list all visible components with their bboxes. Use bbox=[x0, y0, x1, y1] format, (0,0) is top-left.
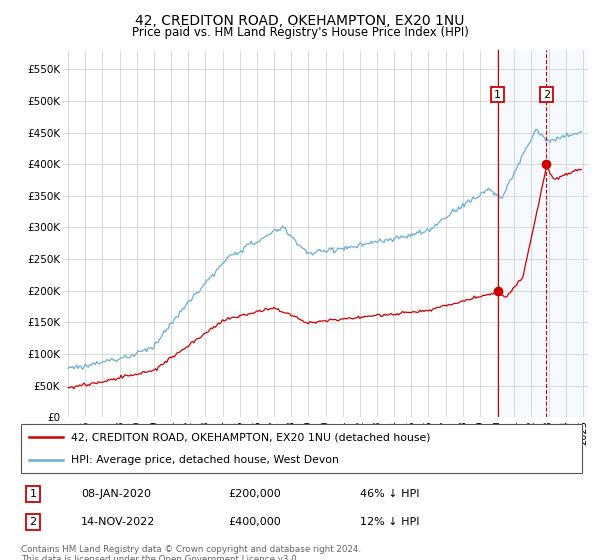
Text: 14-NOV-2022: 14-NOV-2022 bbox=[81, 517, 155, 527]
Text: 42, CREDITON ROAD, OKEHAMPTON, EX20 1NU: 42, CREDITON ROAD, OKEHAMPTON, EX20 1NU bbox=[136, 14, 464, 28]
Text: 2: 2 bbox=[29, 517, 37, 527]
Text: £400,000: £400,000 bbox=[228, 517, 281, 527]
Text: 12% ↓ HPI: 12% ↓ HPI bbox=[360, 517, 419, 527]
Text: 46% ↓ HPI: 46% ↓ HPI bbox=[360, 489, 419, 499]
Text: £200,000: £200,000 bbox=[228, 489, 281, 499]
Text: 42, CREDITON ROAD, OKEHAMPTON, EX20 1NU (detached house): 42, CREDITON ROAD, OKEHAMPTON, EX20 1NU … bbox=[71, 432, 431, 442]
Text: 1: 1 bbox=[29, 489, 37, 499]
Text: 1: 1 bbox=[494, 90, 501, 100]
Text: Price paid vs. HM Land Registry's House Price Index (HPI): Price paid vs. HM Land Registry's House … bbox=[131, 26, 469, 39]
Text: Contains HM Land Registry data © Crown copyright and database right 2024.
This d: Contains HM Land Registry data © Crown c… bbox=[21, 545, 361, 560]
FancyBboxPatch shape bbox=[21, 424, 582, 473]
Bar bbox=[497, 50, 588, 417]
Text: HPI: Average price, detached house, West Devon: HPI: Average price, detached house, West… bbox=[71, 455, 340, 465]
Text: 2: 2 bbox=[543, 90, 550, 100]
Text: 08-JAN-2020: 08-JAN-2020 bbox=[81, 489, 151, 499]
